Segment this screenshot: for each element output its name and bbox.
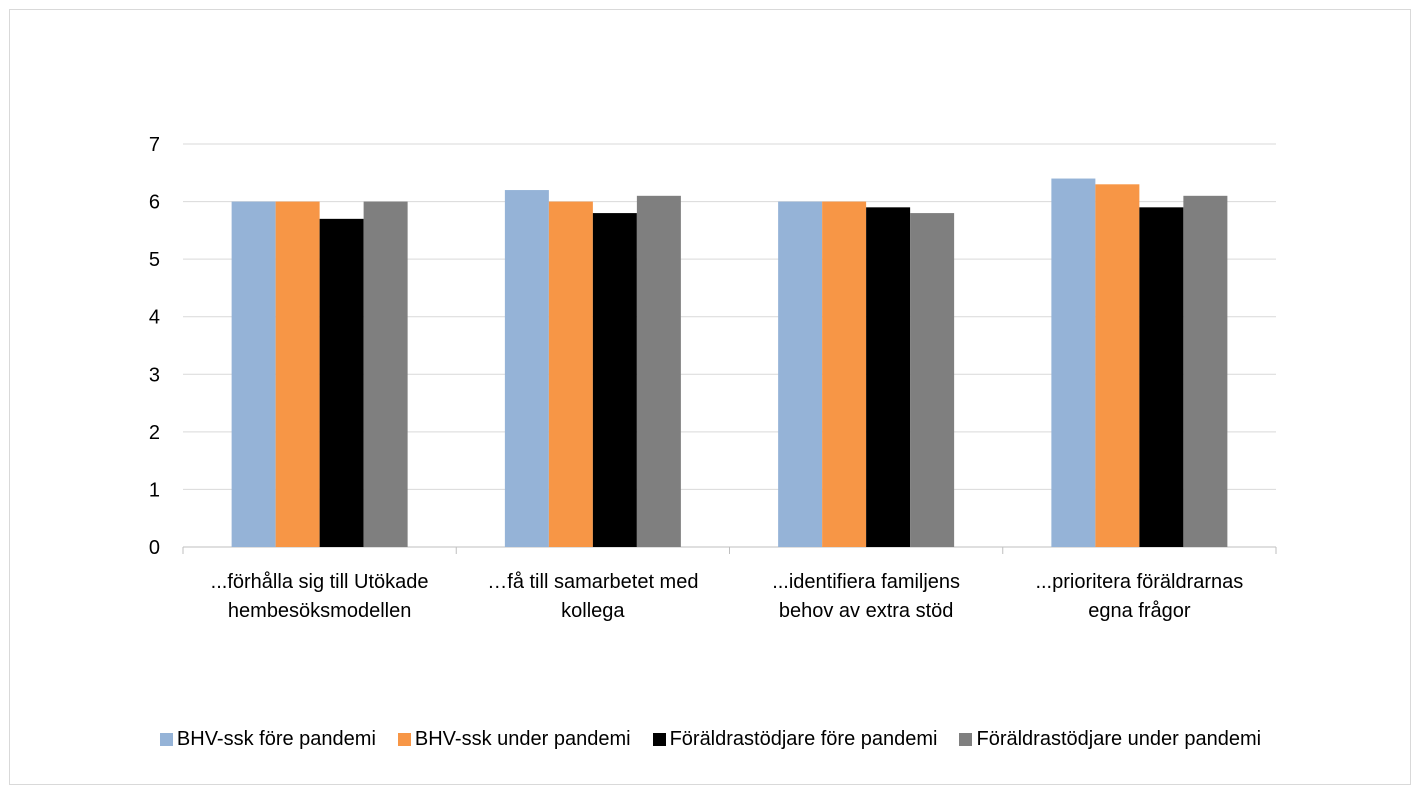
- bar: [910, 213, 955, 548]
- bar: [636, 195, 681, 548]
- legend-label: Föräldrastödjare under pandemi: [976, 728, 1262, 750]
- x-category-label: ...förhålla sig till Utökade: [211, 571, 429, 593]
- x-category-label: hembesöksmodellen: [228, 600, 411, 622]
- legend-label: BHV-ssk under pandemi: [414, 728, 631, 750]
- bar: [231, 201, 276, 548]
- legend-label: BHV-ssk före pandemi: [176, 728, 376, 750]
- legend-label: Föräldrastödjare före pandemi: [669, 728, 938, 750]
- bar: [866, 207, 911, 548]
- x-category-label: ...identifiera familjens: [772, 571, 960, 593]
- legend-item: Föräldrastödjare före pandemi: [652, 728, 938, 751]
- y-tick-label: 6: [149, 192, 160, 214]
- legend-item: BHV-ssk under pandemi: [397, 728, 631, 751]
- bar: [1051, 178, 1096, 548]
- bar: [548, 201, 593, 548]
- x-category-label: ...prioritera föräldrarnas: [1035, 571, 1243, 593]
- y-tick-label: 2: [149, 422, 160, 444]
- y-tick-label: 1: [149, 479, 160, 501]
- bar: [1183, 195, 1228, 548]
- legend-swatch: [959, 733, 973, 746]
- legend-item: Föräldrastödjare under pandemi: [959, 728, 1261, 751]
- legend-swatch: [159, 733, 173, 746]
- bar: [822, 201, 867, 548]
- bar: [778, 201, 823, 548]
- bar: [275, 201, 320, 548]
- x-category-label: behov av extra stöd: [779, 600, 954, 622]
- y-tick-label: 0: [149, 537, 160, 559]
- legend-swatch: [397, 733, 411, 746]
- y-tick-label: 5: [149, 249, 160, 271]
- bar: [319, 218, 364, 548]
- bar: [1139, 207, 1184, 548]
- y-tick-label: 3: [149, 364, 160, 386]
- bar: [504, 190, 549, 548]
- bar: [592, 213, 637, 548]
- x-category-label: …få till samarbetet med: [487, 571, 698, 593]
- y-tick-label: 4: [149, 307, 160, 329]
- bar: [1095, 184, 1140, 548]
- legend-swatch: [652, 733, 666, 746]
- legend-item: BHV-ssk före pandemi: [159, 728, 376, 751]
- x-category-label: kollega: [561, 600, 625, 622]
- x-category-label: egna frågor: [1088, 600, 1191, 622]
- bar: [363, 201, 408, 548]
- y-tick-label: 7: [149, 134, 160, 156]
- chart-legend: BHV-ssk före pandemi BHV-ssk under pandem…: [0, 728, 1421, 751]
